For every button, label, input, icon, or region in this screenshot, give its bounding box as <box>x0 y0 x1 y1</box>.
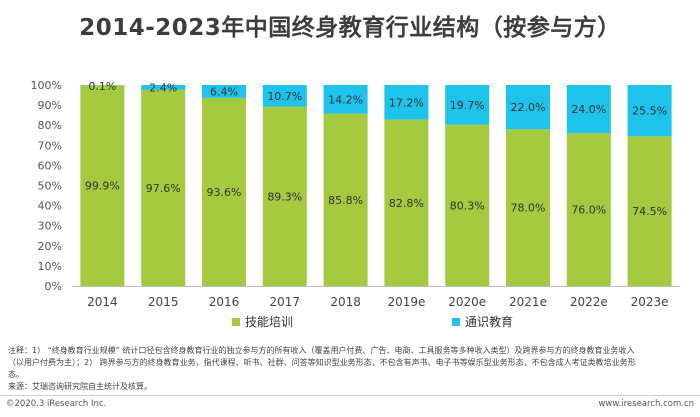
bar-segment <box>323 85 368 114</box>
data-label: 24.0% <box>571 103 606 116</box>
x-tick-label: 2021e <box>509 295 547 309</box>
legend-skill-label: 技能培训 <box>245 314 293 329</box>
y-tick-label: 100% <box>31 79 62 92</box>
x-tick-label: 2022e <box>570 295 608 309</box>
y-tick-label: 60% <box>38 159 62 172</box>
y-tick-label: 20% <box>38 240 62 253</box>
footer: ©2020.3 iResearch Inc. www.iresearch.com… <box>6 399 694 413</box>
data-label: 85.8% <box>328 194 363 207</box>
bar-segment <box>323 113 368 287</box>
bar-segment <box>566 133 611 286</box>
bar-segment <box>627 85 672 137</box>
data-label: 97.6% <box>146 182 181 195</box>
bar-segment <box>566 85 611 134</box>
y-tick-label: 0% <box>45 280 62 293</box>
y-tick-label: 80% <box>38 119 62 132</box>
note-line-1: 注释：1） “终身教育行业规模” 统计口径包含终身教育行业的独立参与方的所有收入… <box>8 346 635 355</box>
bar-segment <box>80 85 125 287</box>
footer-divider <box>0 395 700 396</box>
bar-segment <box>202 85 246 98</box>
data-label: 14.2% <box>328 93 363 106</box>
y-tick-label: 70% <box>38 139 62 152</box>
y-tick-label: 50% <box>38 180 62 193</box>
y-tick-label: 90% <box>38 99 62 112</box>
data-label: 22.0% <box>511 101 546 114</box>
x-tick-label: 2017 <box>270 295 301 309</box>
data-label: 89.3% <box>267 190 302 203</box>
bar-segment <box>262 85 307 107</box>
legend-general-swatch <box>452 318 460 326</box>
bar-segment <box>384 119 429 287</box>
copyright-text: ©2020.3 iResearch Inc. <box>6 399 107 409</box>
data-label: 80.3% <box>450 199 485 212</box>
stacked-bar-chart: 0% 10% 20% 30% 40% 50% 60% 70% 80% 90% 100% 99.9% 0.… <box>31 79 680 329</box>
chart-title: 2014-2023年中国终身教育行业结构（按参与方） <box>79 15 621 41</box>
data-label: 99.9% <box>85 180 120 193</box>
bar-segment <box>506 129 550 286</box>
x-tick-label: 2015 <box>148 295 179 309</box>
legend-general-label: 通识教育 <box>465 314 513 329</box>
x-tick-label: 2019e <box>387 295 425 309</box>
data-label: 76.0% <box>571 204 606 217</box>
bar-segment <box>445 124 490 286</box>
bar-segment <box>445 85 490 125</box>
x-tick-label: 2016 <box>209 295 240 309</box>
x-tick-label: 2020e <box>448 295 486 309</box>
x-tick-label: 2023e <box>631 295 669 309</box>
data-label: 10.7% <box>267 90 302 103</box>
data-label: 17.2% <box>389 96 424 109</box>
data-label: 6.4% <box>210 85 238 98</box>
notes: 注释：1） “终身教育行业规模” 统计口径包含终身教育行业的独立参与方的所有收入… <box>8 345 696 393</box>
note-line-3: 态。 <box>8 370 24 379</box>
note-line-2: （以用户付费为主）；2） 跨界参与方的终身教育业务，指代课程、听书、社群、问答等… <box>8 358 636 367</box>
bar-segment <box>384 85 429 120</box>
bar-segment <box>202 97 246 286</box>
bar-segment <box>141 85 186 90</box>
data-label: 25.5% <box>632 105 667 118</box>
data-label: 0.1% <box>88 80 116 93</box>
x-tick-label: 2018 <box>330 295 361 309</box>
bar-segment <box>262 106 307 286</box>
data-label: 93.6% <box>207 186 242 199</box>
data-label: 74.5% <box>632 205 667 218</box>
website-text: www.iresearch.com.cn <box>598 399 694 409</box>
data-label: 19.7% <box>450 99 485 112</box>
y-tick-label: 40% <box>38 200 62 213</box>
data-label: 2.4% <box>149 81 177 94</box>
bar-segment <box>506 85 550 130</box>
y-tick-label: 10% <box>38 260 62 273</box>
bar-segment <box>141 89 186 286</box>
legend-skill-swatch <box>232 318 240 326</box>
data-label: 78.0% <box>511 202 546 215</box>
data-label: 82.8% <box>389 197 424 210</box>
y-tick-label: 30% <box>38 220 62 233</box>
source-line: 来源：艾瑞咨询研究院自主统计及核算。 <box>8 382 152 391</box>
bar-segment <box>627 136 672 286</box>
x-tick-label: 2014 <box>87 295 118 309</box>
